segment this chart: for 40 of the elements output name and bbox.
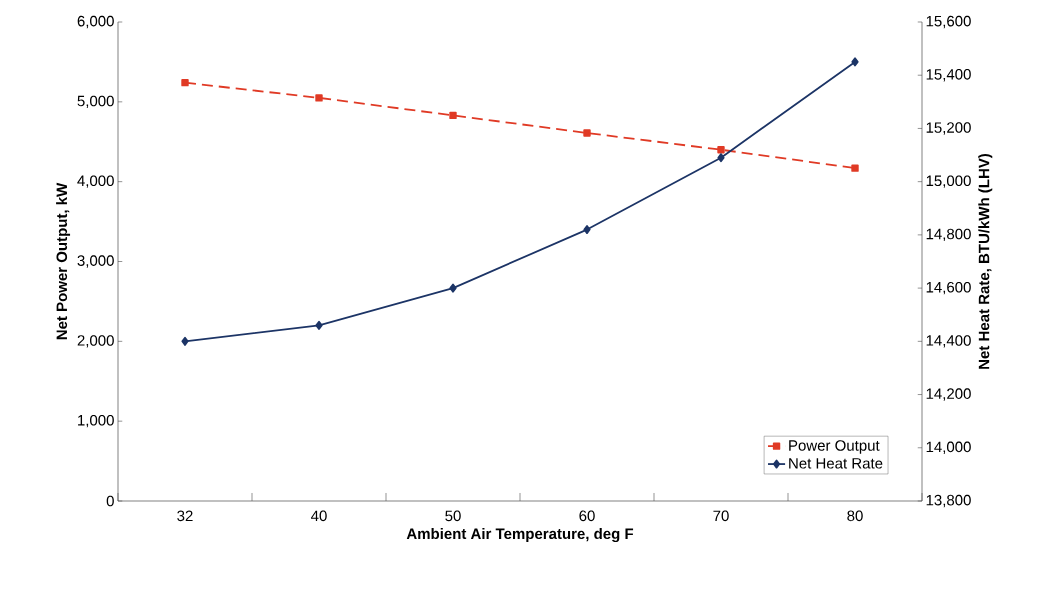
point	[449, 111, 457, 120]
y-tick-label: 4,000	[77, 175, 114, 188]
y2-tick-label: 15,000	[926, 175, 971, 188]
point	[583, 225, 591, 235]
x-tick-label: 40	[311, 510, 327, 522]
y-tick-label: 6,000	[77, 15, 114, 29]
y2-tick-label: 14,800	[926, 228, 971, 242]
y2-tick-label: 14,200	[926, 388, 971, 401]
point	[181, 78, 189, 87]
legend-label: Net Heat Rate	[789, 458, 883, 469]
y2-tick-label: 14,600	[926, 281, 971, 295]
y2-tick-label: 14,000	[926, 441, 971, 454]
y-tick-label: 2,000	[77, 335, 114, 348]
legend-label: Power Output	[789, 440, 880, 454]
y2-tick-label: 15,400	[926, 69, 971, 82]
point	[717, 153, 725, 163]
point	[717, 146, 725, 154]
x-tick-label: 80	[847, 510, 863, 522]
point	[851, 57, 859, 67]
x-tick-label: 60	[579, 510, 595, 522]
y-tick-label: 5,000	[77, 95, 114, 109]
y-tick-label: 0	[106, 495, 114, 507]
x-tick-label: 70	[713, 510, 729, 522]
y-axis-title: Net Power Output, kW	[56, 182, 71, 340]
y-tick-label: 3,000	[77, 255, 114, 268]
point	[851, 164, 859, 172]
y2-axis-title: Net Heat Rate, BTU/kWh (LHV)	[978, 153, 993, 369]
x-axis-title: Ambient Air Temperature, deg F	[406, 528, 634, 543]
point	[583, 129, 591, 137]
point	[181, 336, 189, 346]
y2-tick-label: 15,600	[926, 15, 971, 29]
x-tick-label: 32	[177, 510, 193, 522]
x-tick-label: 50	[445, 510, 461, 522]
point	[449, 283, 457, 293]
y-tick-label: 1,000	[78, 414, 114, 428]
point	[315, 94, 323, 102]
y2-tick-label: 14,400	[926, 335, 971, 348]
y2-tick-label: 13,800	[926, 494, 971, 508]
point	[315, 320, 323, 330]
y2-tick-label: 15,200	[926, 122, 971, 135]
